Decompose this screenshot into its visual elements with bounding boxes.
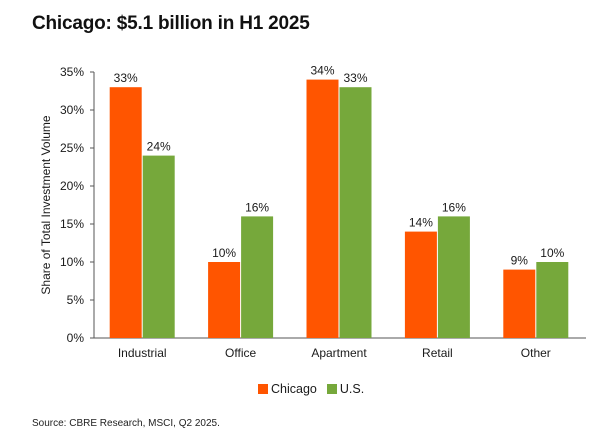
bar-us-office: [241, 216, 274, 338]
legend-item-us: U.S.: [326, 382, 365, 396]
data-label: 10%: [212, 246, 236, 260]
bar-us-retail: [437, 216, 470, 338]
data-label: 9%: [511, 254, 529, 268]
data-label: 33%: [114, 71, 138, 85]
y-tick-label: 35%: [60, 65, 84, 79]
legend-label-chicago: Chicago: [271, 382, 317, 396]
y-tick-label: 25%: [60, 141, 84, 155]
data-label: 34%: [310, 64, 334, 78]
legend-swatch-us: [326, 384, 337, 394]
source-note: Source: CBRE Research, MSCI, Q2 2025.: [32, 418, 220, 429]
y-axis-label: Share of Total Investment Volume: [39, 115, 53, 295]
bar-us-other: [536, 262, 569, 338]
bar-chicago-office: [208, 262, 241, 338]
legend: Chicago U.S.: [258, 382, 364, 396]
y-tick-label: 30%: [60, 103, 84, 117]
chart-title: Chicago: $5.1 billion in H1 2025: [32, 13, 310, 34]
data-label: 14%: [409, 216, 433, 230]
data-label: 24%: [147, 140, 171, 154]
bar-chicago-other: [503, 269, 536, 338]
legend-item-chicago: Chicago: [258, 382, 317, 396]
x-tick-label: Apartment: [311, 346, 367, 360]
y-tick-label: 20%: [60, 179, 84, 193]
y-tick-label: 10%: [60, 255, 84, 269]
bar-us-apartment: [339, 87, 372, 338]
x-tick-label: Office: [225, 346, 256, 360]
y-tick-label: 5%: [67, 293, 85, 307]
bar-chicago-apartment: [306, 79, 339, 338]
y-tick-label: 0%: [67, 331, 85, 345]
x-tick-label: Retail: [422, 346, 453, 360]
y-tick-label: 15%: [60, 217, 84, 231]
data-label: 10%: [540, 246, 564, 260]
bar-chicago-industrial: [109, 87, 142, 338]
bar-chicago-retail: [404, 231, 437, 338]
legend-label-us: U.S.: [339, 382, 365, 396]
data-label: 16%: [442, 200, 466, 214]
legend-swatch-chicago: [258, 384, 268, 394]
data-label: 33%: [343, 71, 367, 85]
bar-us-industrial: [142, 155, 175, 338]
x-tick-label: Industrial: [118, 346, 167, 360]
x-tick-label: Other: [521, 346, 551, 360]
data-label: 16%: [245, 200, 269, 214]
